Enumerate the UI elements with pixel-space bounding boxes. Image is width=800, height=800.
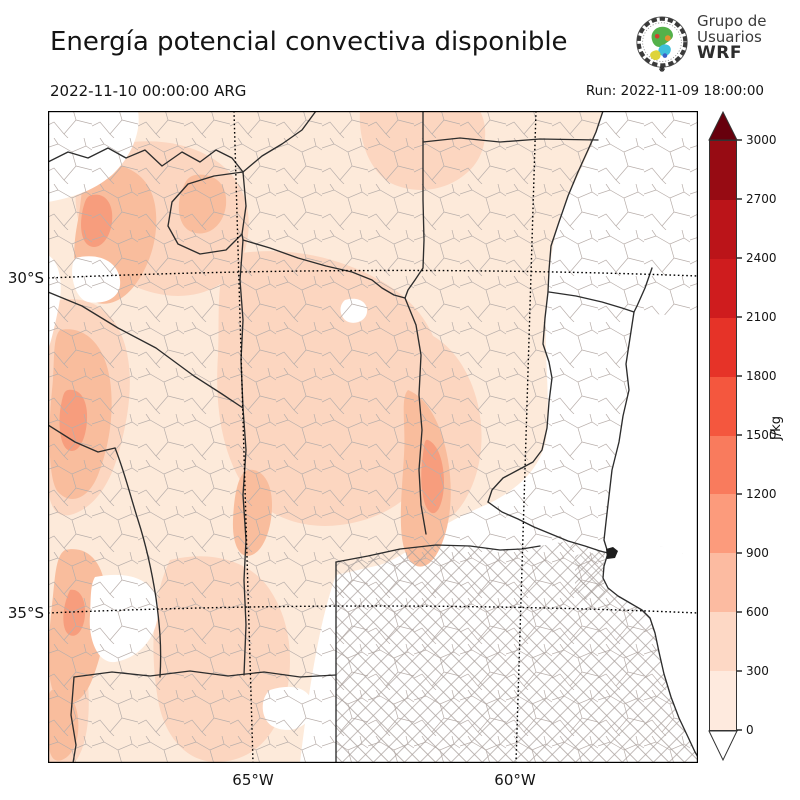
buenos-aires-city-marker [606,547,618,559]
lon-label-65w: 65°W [232,771,274,789]
map-canvas [47,110,698,763]
colorbar-segment [710,435,736,495]
colorbar-tick: 1200 [746,487,777,501]
province-borders [48,111,698,763]
valid-time-label: 2022-11-10 00:00:00 ARG [50,82,247,100]
run-time-label: Run: 2022-11-09 18:00:00 [585,83,764,99]
colorbar [709,140,737,731]
colorbar-tick: 1500 [746,428,777,442]
colorbar-tick-labels: 3000 2700 2400 2100 1800 1500 1200 900 6… [746,133,790,737]
colorbar-segment [710,258,736,318]
colorbar-tick: 0 [746,723,754,737]
lon-label-60w: 60°W [494,771,536,789]
colorbar-segment [710,494,736,554]
logo-line-1: Grupo de [697,12,767,30]
colorbar-segment [710,553,736,613]
colorbar-segment [710,612,736,672]
colorbar-tick: 2400 [746,251,777,265]
colorbar-over-arrow [708,110,738,141]
colorbar-tick: 3000 [746,133,777,147]
globe-seal-icon [636,16,688,73]
logo-line-3: WRF [697,43,742,63]
colorbar-unit-label: J/kg [769,416,784,440]
page-title: Energía potencial convectiva disponible [50,27,568,57]
department-borders [48,111,698,763]
lat-label-35s: 35°S [7,604,44,622]
colorbar-tick-marks [737,139,742,731]
colorbar-tick: 300 [746,664,769,678]
colorbar-tick: 2100 [746,310,777,324]
map-frame [47,110,698,763]
colorbar-tick: 900 [746,546,769,560]
colorbar-segment [710,671,736,731]
map-figure [47,110,698,763]
colorbar-segment [710,376,736,436]
colorbar-under-arrow [708,730,738,762]
lat-label-30s: 30°S [7,269,44,287]
colorbar-tick: 1800 [746,369,777,383]
colorbar-tick: 600 [746,605,769,619]
colorbar-tick: 2700 [746,192,777,206]
colorbar-segment [710,199,736,259]
colorbar-segment [710,141,736,200]
colorbar-segment [710,317,736,377]
logo-line-2: Usuarios [697,28,762,46]
wrf-users-group-logo: Grupo de Usuarios WRF [633,11,793,75]
